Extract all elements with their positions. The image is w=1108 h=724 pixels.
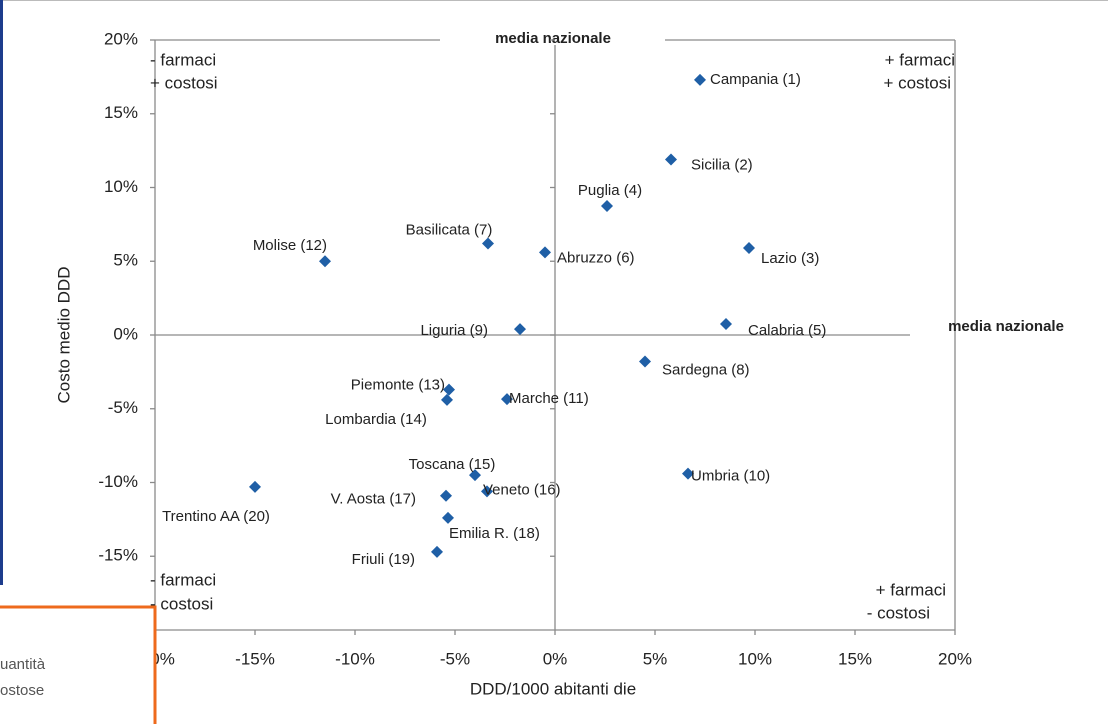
point-label: V. Aosta (17) [331, 491, 416, 508]
x-tick-label: -10% [335, 649, 375, 668]
y-tick-label: 10% [104, 177, 138, 196]
y-tick-label: 15% [104, 103, 138, 122]
quadrant-label: + farmaci [876, 580, 946, 599]
quadrant-label: + costosi [883, 73, 951, 92]
quadrant-label: + costosi [150, 73, 218, 92]
point-label: Calabria (5) [748, 322, 826, 339]
point [665, 153, 677, 166]
x-tick-label: 20% [938, 649, 972, 668]
x-tick-label: -15% [235, 649, 275, 668]
point [440, 489, 452, 502]
point [743, 241, 755, 254]
point-label: Umbria (10) [691, 468, 770, 485]
point-label: Trentino AA (20) [162, 508, 270, 525]
point [469, 469, 481, 482]
point [481, 485, 493, 498]
point-label: Lazio (3) [761, 250, 819, 267]
point-label: Abruzzo (6) [557, 249, 635, 266]
quadrant-label: - farmaci [150, 570, 216, 589]
point [539, 246, 551, 259]
x-tick-label: 5% [643, 649, 668, 668]
point [249, 480, 261, 493]
point [441, 393, 453, 406]
point-label: Sicilia (2) [691, 156, 753, 173]
point-label: Friuli (19) [352, 551, 415, 568]
point [682, 467, 694, 480]
x-axis-label: DDD/1000 abitanti die [470, 679, 636, 698]
quadrant-label: + farmaci [885, 50, 955, 69]
reference-label: media nazionale [948, 318, 1064, 335]
quadrant-label: - farmaci [150, 50, 216, 69]
point-label: Toscana (15) [409, 456, 496, 473]
point [431, 545, 443, 558]
point-label: Sardegna (8) [662, 362, 750, 379]
x-tick-label: -5% [440, 649, 470, 668]
y-tick-label: -10% [98, 472, 138, 491]
point-label: Molise (12) [253, 237, 327, 254]
y-tick-label: -15% [98, 546, 138, 565]
point [720, 317, 732, 330]
x-tick-label: 10% [738, 649, 772, 668]
y-tick-label: -5% [108, 398, 138, 417]
overlay-text: uantità [0, 656, 46, 673]
quadrant-label: - costosi [150, 594, 213, 613]
point-label: Veneto (16) [483, 481, 561, 498]
y-tick-label: 20% [104, 29, 138, 48]
point-label: Piemonte (13) [351, 377, 445, 394]
x-tick-label: 0% [543, 649, 568, 668]
y-tick-label: 0% [113, 324, 138, 343]
point-label: Emilia R. (18) [449, 525, 540, 542]
overlay-text: ostose [0, 682, 44, 699]
point-label: Campania (1) [710, 71, 801, 88]
point-label: Puglia (4) [578, 182, 642, 199]
point-label: Marche (11) [509, 390, 589, 407]
overlay-border [0, 605, 157, 724]
point [442, 511, 454, 524]
point [639, 355, 651, 368]
point [694, 73, 706, 86]
overlay-panel [0, 607, 155, 724]
reference-label: media nazionale [495, 30, 611, 47]
point [514, 323, 526, 336]
point-label: Lombardia (14) [325, 411, 427, 428]
x-tick-label: 15% [838, 649, 872, 668]
y-axis-label: Costo medio DDD [54, 267, 73, 404]
point [319, 255, 331, 268]
y-tick-label: 5% [113, 251, 138, 270]
quadrant-label: - costosi [867, 603, 930, 622]
point [601, 199, 613, 212]
point [501, 393, 513, 406]
point-label: Liguria (9) [420, 322, 488, 339]
point [443, 383, 455, 396]
point [482, 237, 494, 250]
point-label: Basilicata (7) [406, 222, 493, 239]
